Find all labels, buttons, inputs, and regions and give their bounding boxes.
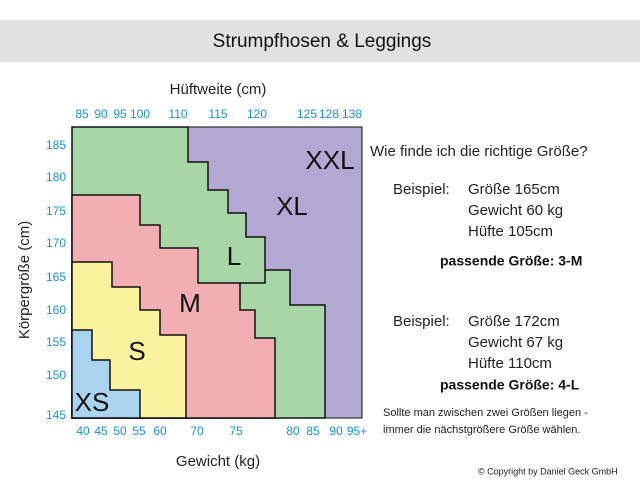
height-tick: 175 bbox=[46, 204, 66, 218]
size-label: XL bbox=[276, 191, 308, 221]
question: Wie finde ich die richtige Größe? bbox=[370, 143, 588, 160]
example-result: passende Größe: 3-M bbox=[440, 253, 582, 269]
height-tick: 170 bbox=[46, 236, 66, 250]
example-line: Größe 165cm bbox=[468, 181, 560, 198]
hip-tick: 95 bbox=[113, 107, 127, 121]
chart-frame bbox=[71, 126, 363, 419]
example-line: Hüfte 110cm bbox=[468, 355, 552, 372]
hip-tick: 110 bbox=[168, 107, 187, 121]
hip-tick: 85 bbox=[75, 107, 89, 121]
size-label: XS bbox=[75, 387, 110, 417]
weight-tick: 85 bbox=[306, 424, 320, 438]
height-tick: 185 bbox=[46, 138, 66, 152]
size-label: XXL bbox=[305, 145, 354, 175]
left-axis-label: Körpergröße (cm) bbox=[16, 221, 33, 339]
size-label: M bbox=[179, 288, 201, 318]
copyright: © Copyright by Daniel Geck GmbH bbox=[478, 466, 618, 476]
example-label: Beispiel: bbox=[393, 313, 450, 330]
weight-tick: 60 bbox=[153, 424, 167, 438]
height-tick: 155 bbox=[46, 335, 66, 349]
hip-tick: 120 bbox=[247, 107, 267, 121]
example-line: Gewicht 67 kg bbox=[468, 334, 563, 351]
weight-tick: 95+ bbox=[347, 424, 367, 438]
hip-tick: 138 bbox=[342, 107, 362, 121]
hip-tick: 125 bbox=[297, 107, 317, 121]
height-tick: 165 bbox=[46, 270, 66, 284]
xl-l-border bbox=[240, 270, 266, 284]
example-label: Beispiel: bbox=[393, 181, 450, 198]
weight-tick: 80 bbox=[286, 424, 300, 438]
example-line: Größe 172cm bbox=[468, 313, 560, 330]
example-line: Hüfte 105cm bbox=[468, 223, 553, 240]
bottom-axis-label: Gewicht (kg) bbox=[176, 453, 260, 470]
height-tick: 150 bbox=[46, 368, 66, 382]
hip-tick: 128 bbox=[319, 107, 339, 121]
height-tick: 160 bbox=[46, 303, 66, 317]
title: Strumpfhosen & Leggings bbox=[213, 31, 432, 52]
weight-tick: 55 bbox=[132, 424, 146, 438]
weight-tick: 70 bbox=[190, 424, 204, 438]
example-result: passende Größe: 4-L bbox=[440, 377, 580, 393]
weight-tick: 45 bbox=[94, 424, 108, 438]
title-bar bbox=[0, 20, 640, 62]
weight-tick: 50 bbox=[113, 424, 127, 438]
weight-tick: 75 bbox=[229, 424, 243, 438]
hip-tick: 100 bbox=[130, 107, 150, 121]
height-tick: 145 bbox=[46, 408, 66, 422]
note-line: Sollte man zwischen zwei Größen liegen - bbox=[383, 407, 588, 419]
top-axis-label: Hüftweite (cm) bbox=[170, 81, 267, 98]
weight-tick: 90 bbox=[329, 424, 343, 438]
size-label: L bbox=[227, 241, 241, 271]
height-tick: 180 bbox=[46, 170, 66, 184]
example-line: Gewicht 60 kg bbox=[468, 202, 563, 219]
note-line: immer die nächstgrößere Größe wählen. bbox=[383, 424, 580, 436]
hip-tick: 90 bbox=[94, 107, 108, 121]
size-label: S bbox=[128, 336, 145, 366]
weight-tick: 40 bbox=[76, 424, 90, 438]
hip-tick: 115 bbox=[208, 107, 227, 121]
